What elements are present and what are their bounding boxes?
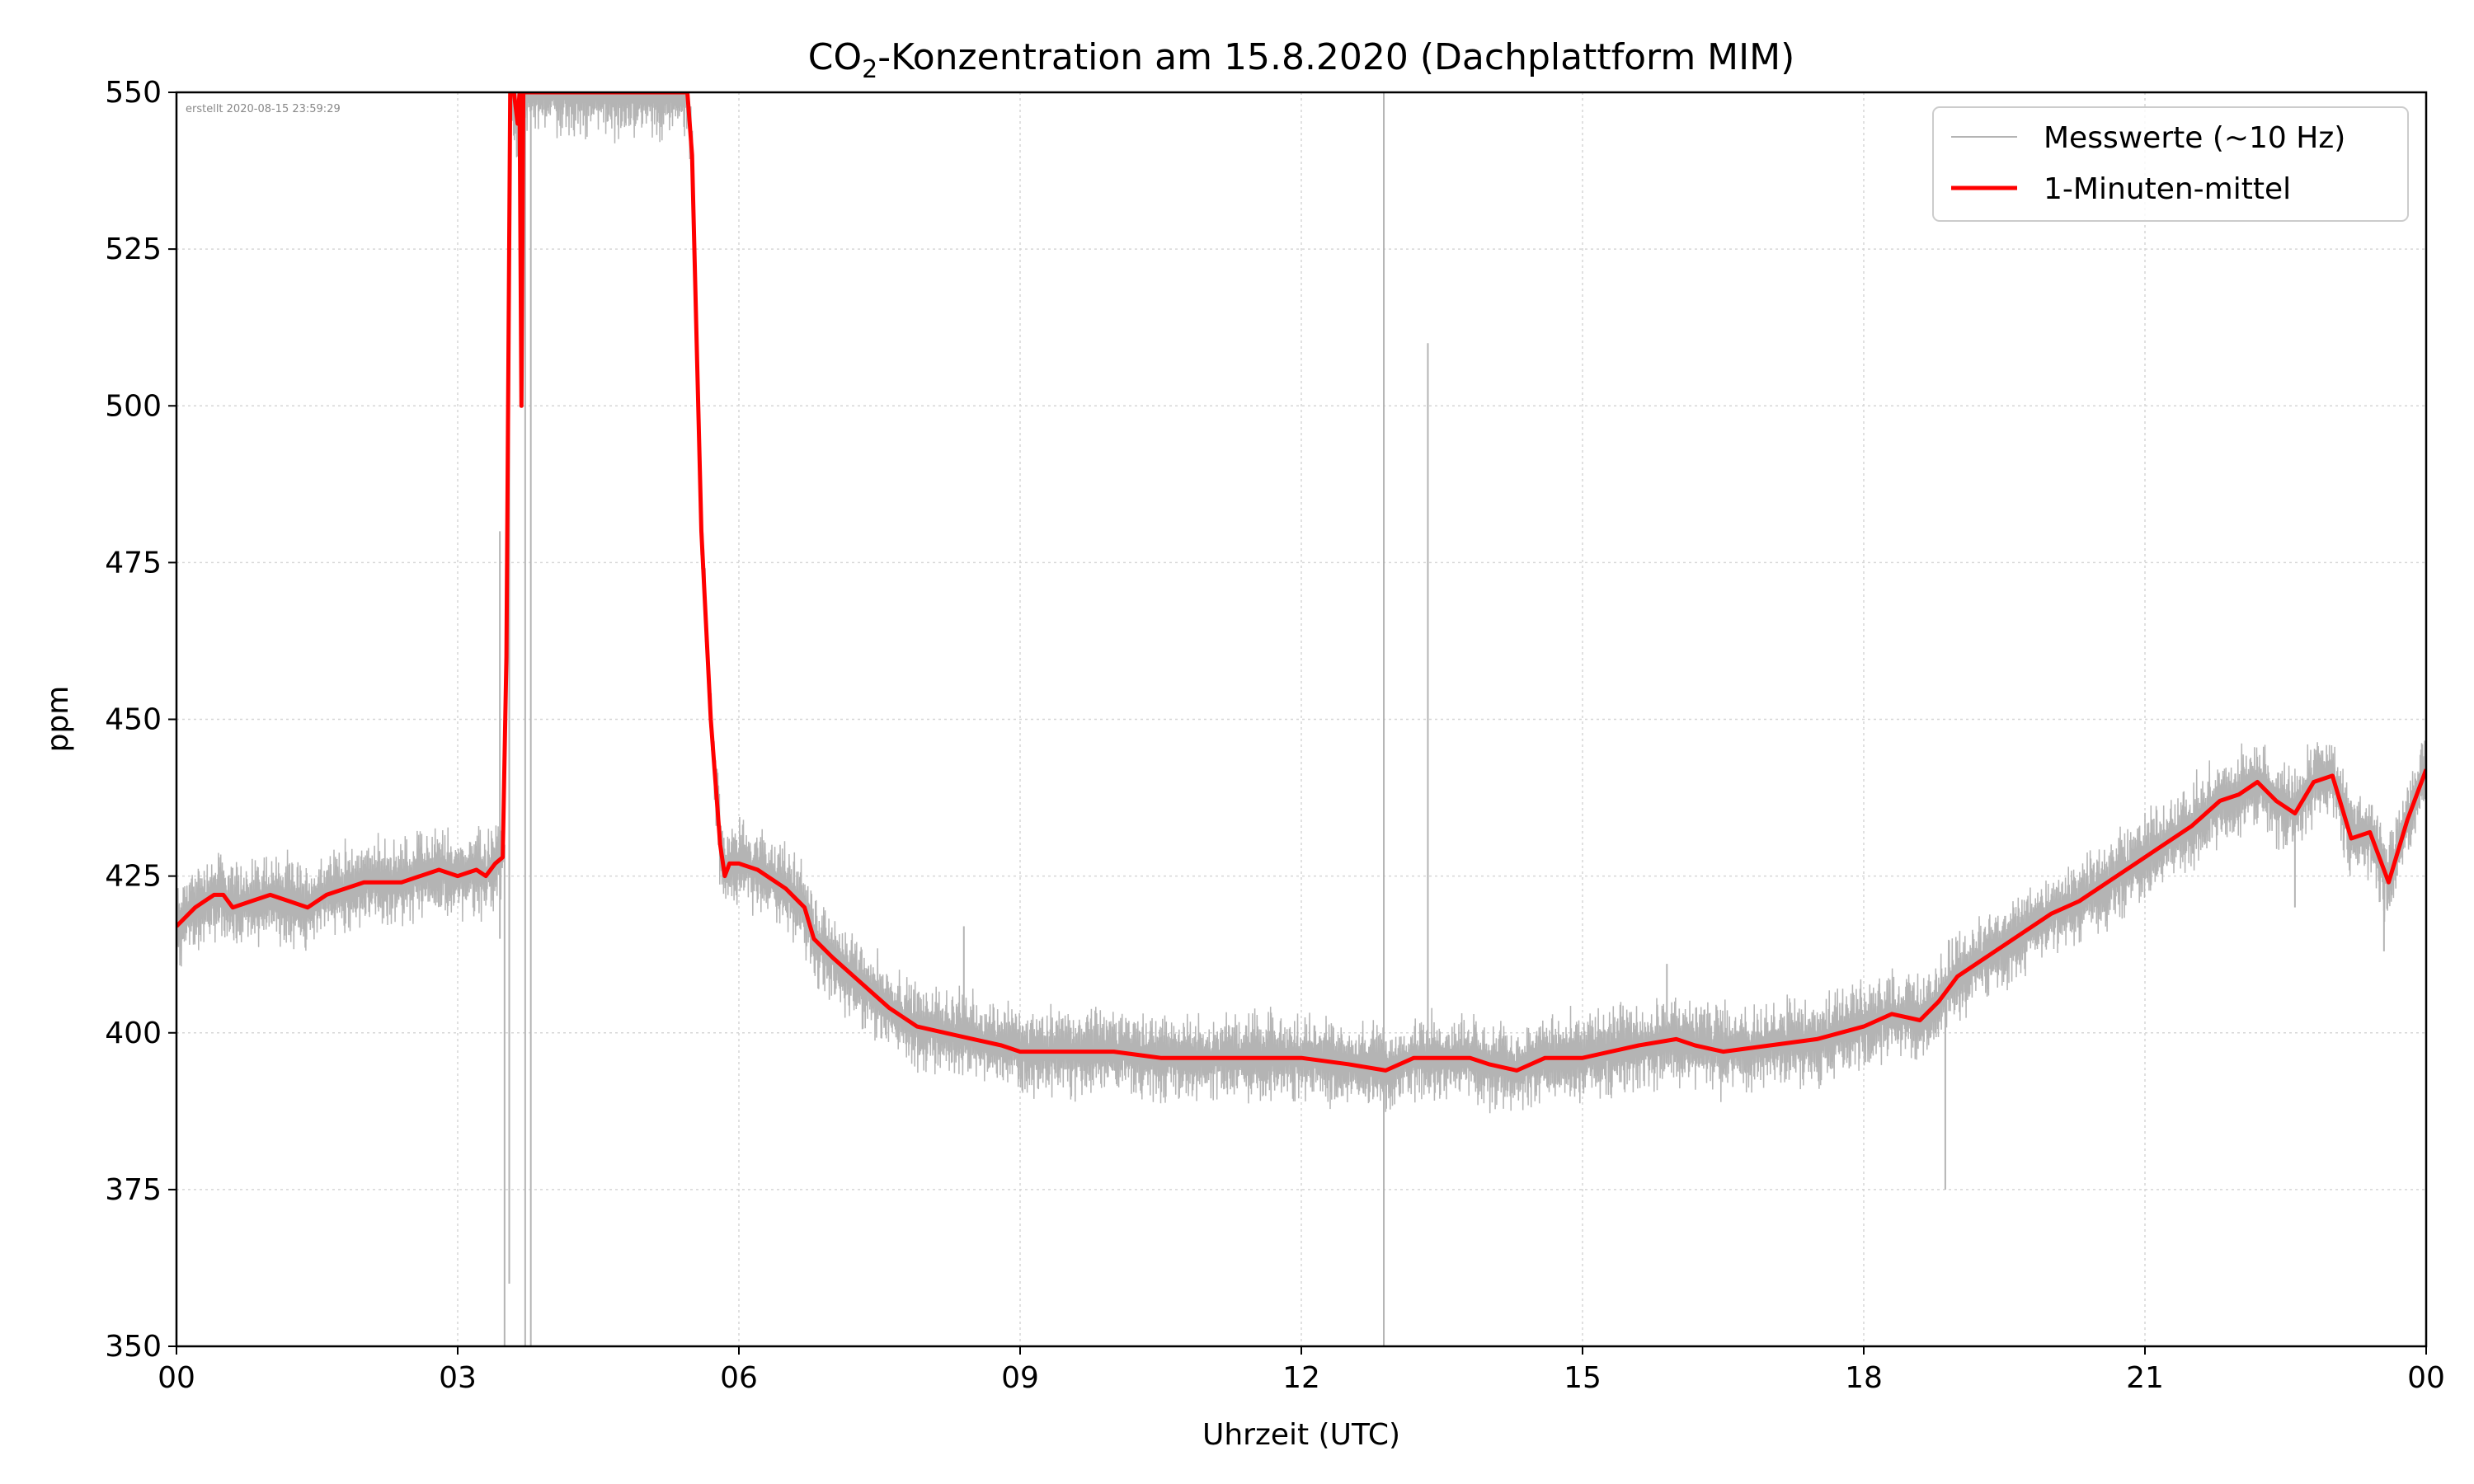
created-timestamp: erstellt 2020-08-15 23:59:29 (186, 103, 341, 115)
y-tick-label: 375 (105, 1173, 162, 1207)
x-tick-label: 09 (1001, 1361, 1039, 1395)
x-tick-label: 03 (439, 1361, 477, 1395)
grid-lines (176, 92, 2426, 1346)
y-axis-label: ppm (41, 686, 75, 753)
legend-label-minutenmittel: 1-Minuten-mittel (2044, 172, 2291, 206)
x-axis-label: Uhrzeit (UTC) (1202, 1418, 1400, 1452)
x-tick-label: 18 (1845, 1361, 1883, 1395)
series-minutenmittel (176, 92, 2426, 1073)
legend: Messwerte (~10 Hz) 1-Minuten-mittel (1932, 106, 2409, 222)
chart-title-subscript: 2 (862, 55, 877, 84)
axis-ticks: 350 375 400 425 450 475 500 525 550 00 03 06 09 12 15 1… (105, 76, 2445, 1395)
x-tick-label: 15 (1564, 1361, 1602, 1395)
y-tick-label: 350 (105, 1330, 162, 1364)
x-tick-label: 12 (1282, 1361, 1320, 1395)
chart-title-prefix: CO (808, 36, 862, 78)
y-tick-label: 550 (105, 76, 162, 110)
series-group (176, 92, 2426, 1346)
x-tick-label: 21 (2126, 1361, 2164, 1395)
y-tick-label: 400 (105, 1017, 162, 1050)
x-tick-label: 00 (2407, 1361, 2445, 1395)
chart-title: CO2-Konzentration am 15.8.2020 (Dachplat… (808, 36, 1795, 84)
x-tick-label: 06 (720, 1361, 758, 1395)
y-tick-label: 500 (105, 389, 162, 423)
y-tick-label: 425 (105, 860, 162, 894)
legend-box (1932, 106, 2409, 222)
chart-title-suffix: -Konzentration am 15.8.2020 (Dachplattfo… (877, 36, 1794, 78)
y-tick-label: 475 (105, 546, 162, 580)
x-tick-label: 00 (158, 1361, 195, 1395)
legend-label-messwerte: Messwerte (~10 Hz) (2044, 121, 2345, 155)
y-tick-label: 450 (105, 703, 162, 737)
y-tick-label: 525 (105, 232, 162, 266)
